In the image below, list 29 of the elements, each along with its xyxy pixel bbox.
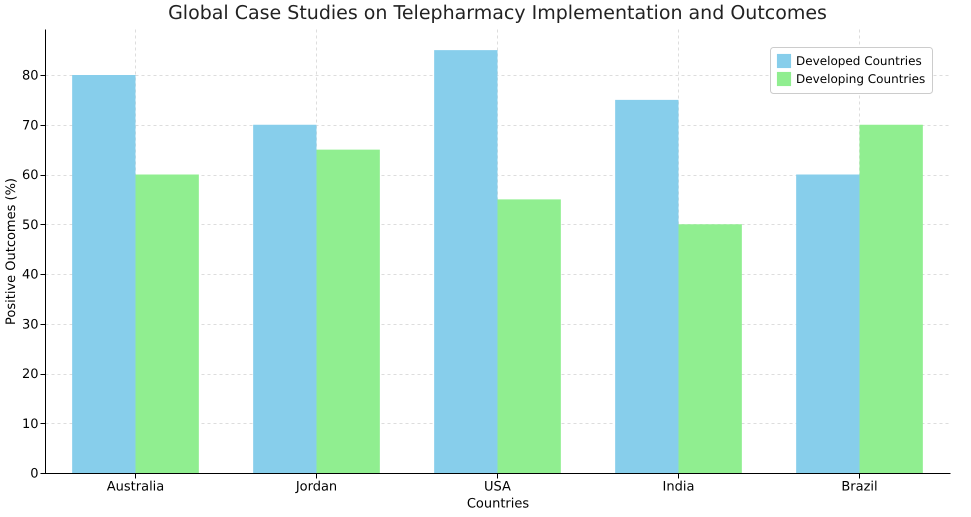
y-tick-label: 40 <box>22 268 38 283</box>
y-tick-label: 60 <box>22 168 38 184</box>
bar <box>615 100 678 473</box>
x-axis-title: Countries <box>466 496 530 512</box>
y-tick-label: 30 <box>22 317 38 332</box>
legend-label: Developed Countries <box>796 54 922 68</box>
bar <box>860 124 923 473</box>
x-tick-label: Jordan <box>294 480 338 494</box>
y-axis-title: Positive Outcomes (%) <box>4 178 19 325</box>
x-tick-label: India <box>662 480 694 494</box>
y-tick-label: 70 <box>22 118 38 134</box>
bar <box>72 75 136 473</box>
y-tick-label: 0 <box>30 466 38 482</box>
legend-label: Developing Countries <box>796 72 926 86</box>
bar <box>498 199 561 473</box>
bar <box>796 174 860 473</box>
bar <box>434 50 498 473</box>
y-tick-label: 80 <box>22 68 38 84</box>
y-tick-label: 50 <box>22 218 38 233</box>
x-tick-label: USA <box>484 480 512 494</box>
bar <box>678 224 742 473</box>
bar <box>253 124 316 473</box>
x-tick-label: Australia <box>106 480 164 494</box>
y-tick-label: 20 <box>22 367 38 382</box>
bar <box>316 150 380 473</box>
x-tick-label: Brazil <box>841 480 878 494</box>
bar <box>136 174 199 473</box>
y-tick-label: 10 <box>22 416 38 432</box>
chart-title: Global Case Studies on Telepharmacy Implementation and Outcomes <box>168 2 827 24</box>
